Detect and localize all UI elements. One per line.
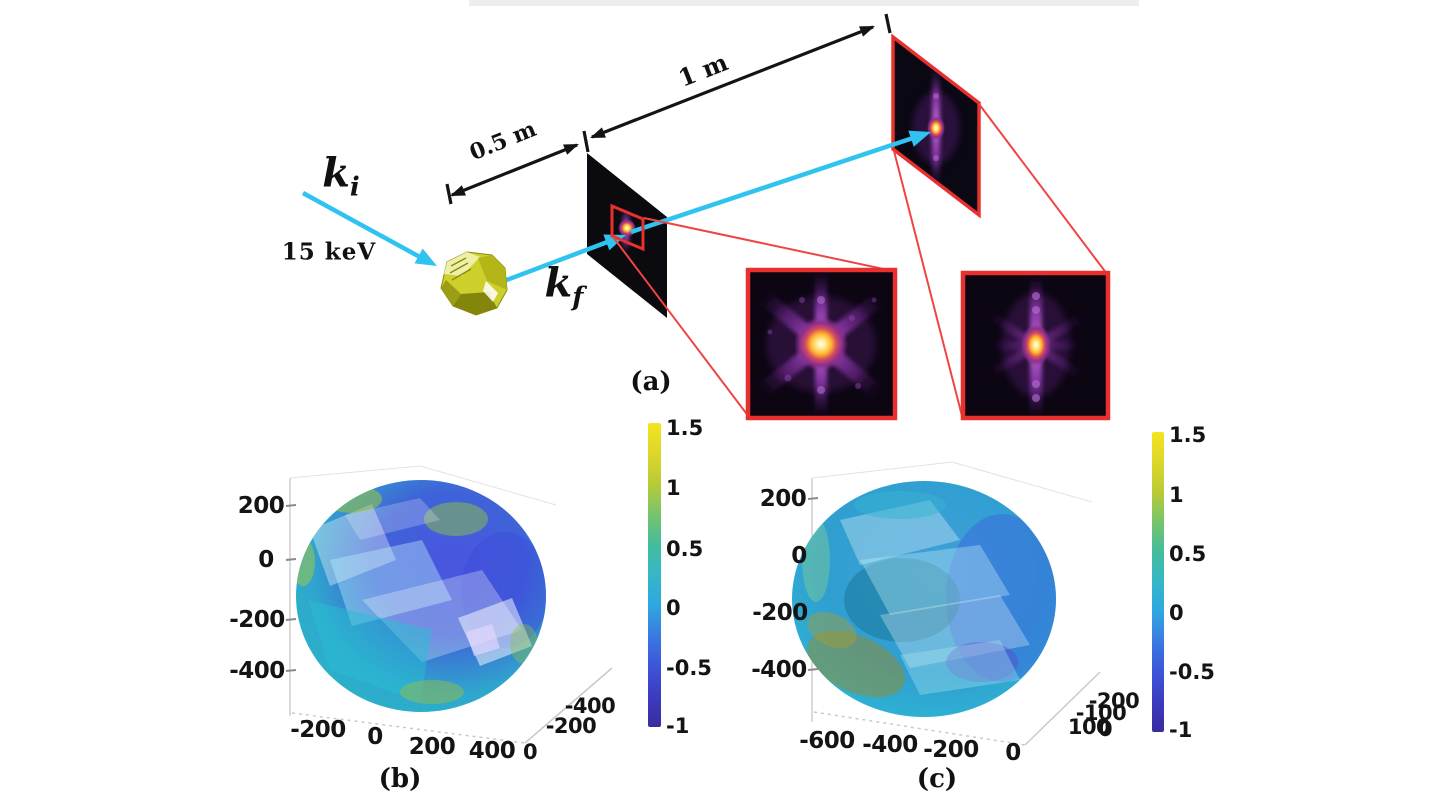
- panel-b-z-tick: 0: [522, 740, 538, 764]
- k-final-label: kf: [545, 260, 584, 313]
- panel-c-colorbar-tick: 1.5: [1169, 423, 1207, 447]
- zoom-callout-lines: [612, 103, 1108, 418]
- diffraction-pattern-2: [912, 68, 960, 184]
- panel-c-surface: [792, 481, 1056, 717]
- arrowhead: [563, 144, 579, 155]
- panel-c-colorbar-tick: 0: [1169, 601, 1184, 625]
- panel-b-y-tick: 200: [237, 493, 285, 519]
- dimension-arrow-1m: [591, 13, 892, 139]
- inset-2-border: [960, 270, 1111, 421]
- k-final-subscript: f: [572, 282, 584, 313]
- beam-arrowhead-detector2: [908, 130, 931, 147]
- diffraction-pattern-inset-2: [987, 276, 1086, 416]
- k-incident-subscript: i: [349, 172, 360, 203]
- panel-c-x-tick: -200: [923, 737, 979, 763]
- arrowhead: [450, 185, 466, 196]
- panel-b-colorbar-tick: 1: [666, 476, 681, 500]
- panel-b-x-tick: -200: [290, 717, 346, 743]
- panel-c-colorbar-tick: -1: [1169, 718, 1193, 742]
- inset-1-border: [745, 267, 898, 421]
- xray-beam: [301, 132, 923, 284]
- panel-c-z-tick: 0: [1097, 717, 1113, 741]
- panel-c-colorbar-tick: -0.5: [1169, 660, 1215, 684]
- panel-b-colorbar-tick: 0.5: [666, 537, 704, 561]
- diffraction-spot-1: [618, 219, 636, 237]
- panel-b-label: (b): [378, 764, 422, 794]
- panel-b-x-tick: 400: [468, 738, 516, 764]
- top-border-strip: [469, 0, 1139, 6]
- k-incident-label: ki: [322, 150, 360, 203]
- panel-b-colorbar-tick: -0.5: [666, 656, 712, 680]
- panel-c-y-tick: 200: [759, 486, 807, 512]
- panel-c-z-tick: 100: [1067, 715, 1111, 739]
- sample-crystal: [440, 251, 508, 316]
- zoom-box-detector-1: [610, 203, 645, 252]
- panel-c-colorbar: [1152, 432, 1164, 732]
- panel-b-surface: [296, 480, 546, 712]
- panel-c-x-tick: 0: [1005, 740, 1021, 766]
- panel-c-y-tick: -200: [752, 600, 808, 626]
- panel-c-y-tick: 0: [791, 543, 807, 569]
- panel-b-y-tick: 0: [258, 547, 274, 573]
- panel-b-axes: [285, 465, 613, 744]
- panel-a-label: (a): [630, 367, 672, 397]
- panel-c-y-tick: -400: [751, 657, 807, 683]
- panel-b-z-tick: -400: [564, 694, 616, 718]
- k-incident-symbol: k: [322, 149, 350, 197]
- panel-b-y-tick: -400: [229, 658, 285, 684]
- diffraction-pattern-inset-1: [757, 272, 886, 416]
- panel-c-colorbar-tick: 1: [1169, 483, 1184, 507]
- panel-c-label: (c): [916, 764, 958, 794]
- arrowhead: [859, 26, 875, 37]
- panel-c-z-tick: -200: [1088, 689, 1140, 713]
- k-final-symbol: k: [544, 259, 573, 307]
- beam-arrowhead-incident: [414, 248, 437, 266]
- arrowhead: [590, 127, 606, 138]
- panel-b-z-tick: -200: [545, 714, 597, 738]
- panel-b-x-tick: 0: [367, 724, 383, 750]
- panel-b-x-tick: 200: [408, 734, 456, 760]
- dimension-arrow-0-5m: [445, 130, 590, 205]
- panel-c-colorbar-tick: 0.5: [1169, 542, 1207, 566]
- panel-b-colorbar: [648, 423, 661, 727]
- panel-b-y-tick: -200: [229, 607, 285, 633]
- panel-b-colorbar-tick: 1.5: [666, 416, 704, 440]
- panel-b-colorbar-tick: 0: [666, 596, 681, 620]
- beam-energy-label: 15 keV: [281, 238, 377, 266]
- panel-b-colorbar-tick: -1: [666, 714, 690, 738]
- panel-c-x-tick: -600: [799, 728, 855, 754]
- panel-c-x-tick: -400: [862, 732, 918, 758]
- panel-c-z-tick: -100: [1075, 701, 1127, 725]
